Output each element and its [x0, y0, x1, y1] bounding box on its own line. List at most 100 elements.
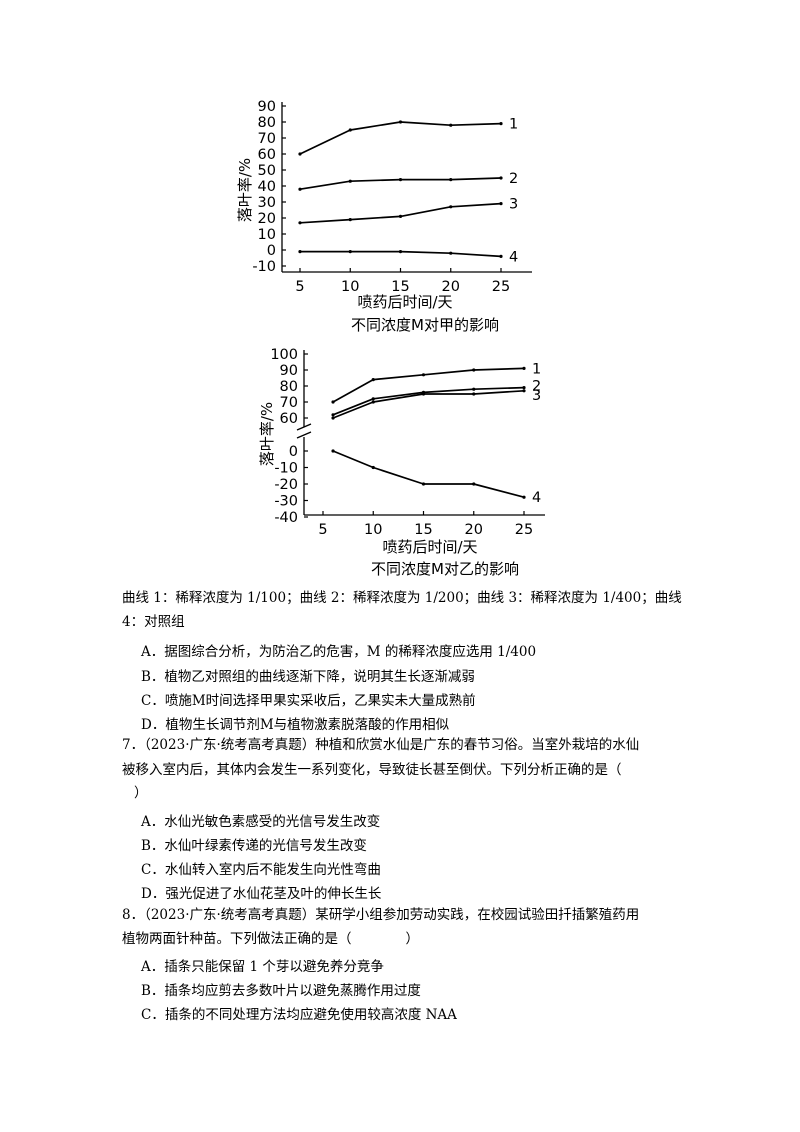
x-tick-label: 5 [318, 522, 327, 538]
series-3-point [472, 392, 476, 396]
series-1-point [371, 378, 375, 382]
q8-stem-line-2: 植物两面针种苗。下列做法正确的是（ ） [122, 931, 419, 947]
q6-option-b: B．植物乙对照组的曲线逐渐下降，说明其生长逐渐减弱 [141, 669, 475, 685]
chart-title: 不同浓度M对甲的影响 [351, 316, 499, 334]
axis-break-mark-bottom [296, 431, 312, 439]
y-tick-label: 60 [258, 147, 276, 163]
x-axis-label: 喷药后时间/天 [357, 293, 452, 311]
series-1-label: 1 [509, 117, 518, 133]
series-3-point [398, 214, 403, 218]
series-1-point [331, 400, 335, 404]
x-tick-label: 10 [341, 279, 359, 295]
x-tick-label: 20 [465, 522, 483, 538]
series-2-point [348, 179, 352, 183]
y-tick-label: 30 [258, 195, 276, 211]
series-1-point [499, 122, 503, 126]
series-2-line [332, 386, 525, 416]
series-3-point [298, 221, 302, 225]
q7-option-d: D．强光促进了水仙花茎及叶的伸长生长 [141, 886, 382, 902]
curve-legend-line-1: 曲线 1：稀释浓度为 1/100；曲线 2：稀释浓度为 1/200；曲线 3：稀… [122, 590, 682, 606]
q8-option-a: A．插条只能保留 1 个芽以避免养分竞争 [141, 959, 384, 975]
series-3-point [499, 202, 503, 206]
series-1-line [299, 121, 502, 155]
series-3-line [299, 202, 502, 224]
series-2-point [499, 176, 503, 180]
series-3-point [348, 218, 352, 222]
axis-break-mark-top [296, 423, 312, 431]
x-tick-label: 10 [364, 522, 382, 538]
series-2-point [331, 413, 335, 417]
series-4-point [398, 250, 403, 254]
q6-option-d: D．植物生长调节剂M与植物激素脱落酸的作用相似 [141, 717, 450, 733]
y-tick-label: -40 [274, 510, 298, 526]
y-tick-label: 0 [267, 243, 276, 259]
series-3-point [522, 389, 526, 393]
series-4-point [331, 449, 335, 453]
series-3-point [331, 416, 335, 420]
x-tick-label: 20 [442, 279, 460, 295]
q7-option-a: A．水仙光敏色素感受的光信号发生改变 [141, 814, 381, 830]
y-tick-label: 90 [280, 363, 298, 379]
y-tick-label: -10 [274, 461, 298, 477]
series-4-label: 4 [532, 490, 541, 506]
y-tick-label: 50 [258, 163, 276, 179]
q6-option-c: C．喷施M时间选择甲果实采收后，乙果实未大量成熟前 [141, 693, 476, 709]
series-4-label: 4 [509, 249, 518, 265]
series-4-point [298, 250, 302, 254]
series-2-point [449, 178, 453, 182]
series-3-label: 3 [532, 388, 541, 404]
series-1-point [348, 128, 352, 132]
series-4-point [421, 482, 426, 486]
series-3-point [371, 400, 375, 404]
series-4-point [348, 250, 352, 254]
series-2-point [522, 386, 526, 390]
q7-option-b: B．水仙叶绿素传递的光信号发生改变 [141, 838, 367, 854]
series-3-point [421, 392, 426, 396]
x-tick-label: 5 [295, 279, 304, 295]
y-tick-label: 100 [270, 347, 298, 363]
y-tick-label: -20 [274, 477, 298, 493]
y-axis-label: 落叶率/% [258, 402, 276, 466]
x-tick-label: 15 [414, 522, 432, 538]
series-4-point [472, 482, 476, 486]
y-tick-label: 10 [258, 227, 276, 243]
y-tick-label: -30 [274, 494, 298, 510]
x-tick-label: 15 [391, 279, 409, 295]
series-1-label: 1 [532, 361, 541, 377]
q8-option-c: C．插条的不同处理方法均应避免使用较高浓度 NAA [141, 1007, 457, 1023]
series-4-line [332, 450, 525, 499]
chart-title: 不同浓度M对乙的影响 [371, 560, 519, 578]
series-4-point [449, 251, 453, 255]
series-1-point [472, 368, 476, 372]
y-tick-label: 20 [258, 211, 276, 227]
series-1-line [332, 367, 525, 403]
series-3-point [449, 205, 453, 209]
series-4-point [371, 465, 375, 470]
y-tick-label: 70 [258, 131, 276, 147]
x-tick-label: 25 [515, 522, 533, 538]
y-tick-label: 80 [280, 379, 298, 395]
series-2-point [472, 387, 476, 391]
series-1-point [522, 366, 526, 370]
series-3-line [332, 389, 525, 419]
y-tick-label: -10 [252, 259, 276, 275]
q7-stem-line-2: 被移入室内后，其体内会发生一系列变化，导致徒长甚至倒伏。下列分析正确的是（ [122, 762, 622, 778]
series-1-point [421, 373, 426, 377]
series-2-label: 2 [532, 379, 541, 395]
y-tick-label: 40 [258, 179, 276, 195]
q8-option-b: B．插条均应剪去多数叶片以避免蒸腾作用过度 [141, 983, 421, 999]
q6-option-a: A．据图综合分析，为防治乙的危害，M 的稀释浓度应选用 1/400 [141, 644, 537, 660]
series-2-label: 2 [509, 171, 518, 187]
series-1-point [398, 120, 403, 124]
series-4-point [522, 495, 526, 499]
q7-stem-line-1: 7．（2023·广东·统考高考真题）种植和欣赏水仙是广东的春节习俗。当室外栽培的… [122, 737, 640, 753]
series-2-point [398, 178, 403, 182]
series-1-point [298, 152, 302, 156]
q7-stem-line-3: ） [134, 785, 148, 801]
y-tick-label: 80 [258, 115, 276, 131]
x-tick-label: 25 [492, 279, 510, 295]
curve-legend-line-2: 4：对照组 [122, 614, 185, 630]
x-axis-label: 喷药后时间/天 [382, 538, 477, 556]
